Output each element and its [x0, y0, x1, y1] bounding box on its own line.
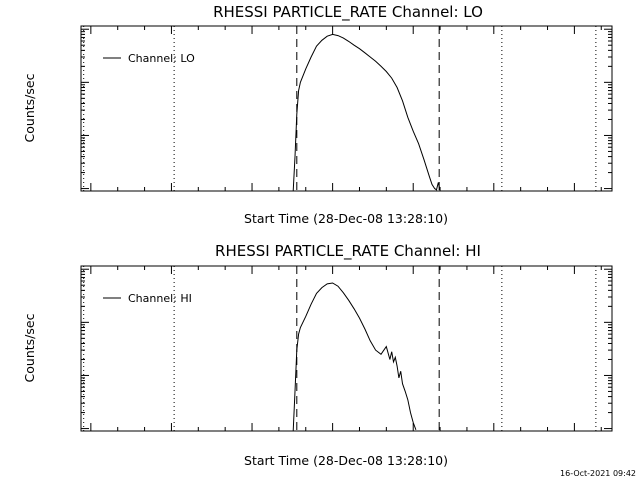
- chart-title: RHESSI PARTICLE_RATE Channel: LO: [213, 3, 483, 22]
- x-axis-label: Start Time (28-Dec-08 13:28:10): [244, 453, 448, 468]
- chart-title: RHESSI PARTICLE_RATE Channel: HI: [215, 242, 481, 261]
- series-line: [292, 282, 417, 432]
- timestamp: 16-Oct-2021 09:42: [560, 469, 636, 478]
- legend-label: Channel: LO: [128, 52, 195, 65]
- legend-label: Channel: HI: [128, 292, 192, 305]
- plot-frame: [80, 265, 613, 432]
- x-axis-label: Start Time (28-Dec-08 13:28:10): [244, 211, 448, 226]
- series-line: [292, 33, 441, 192]
- plot-frame: [80, 25, 613, 192]
- panel-hi: RHESSI PARTICLE_RATE Channel: HI Start T…: [22, 242, 613, 468]
- panel-lo: RHESSI PARTICLE_RATE Channel: LO Start T…: [22, 3, 613, 226]
- y-axis-label: Counts/sec: [22, 313, 37, 382]
- y-axis-label: Counts/sec: [22, 73, 37, 142]
